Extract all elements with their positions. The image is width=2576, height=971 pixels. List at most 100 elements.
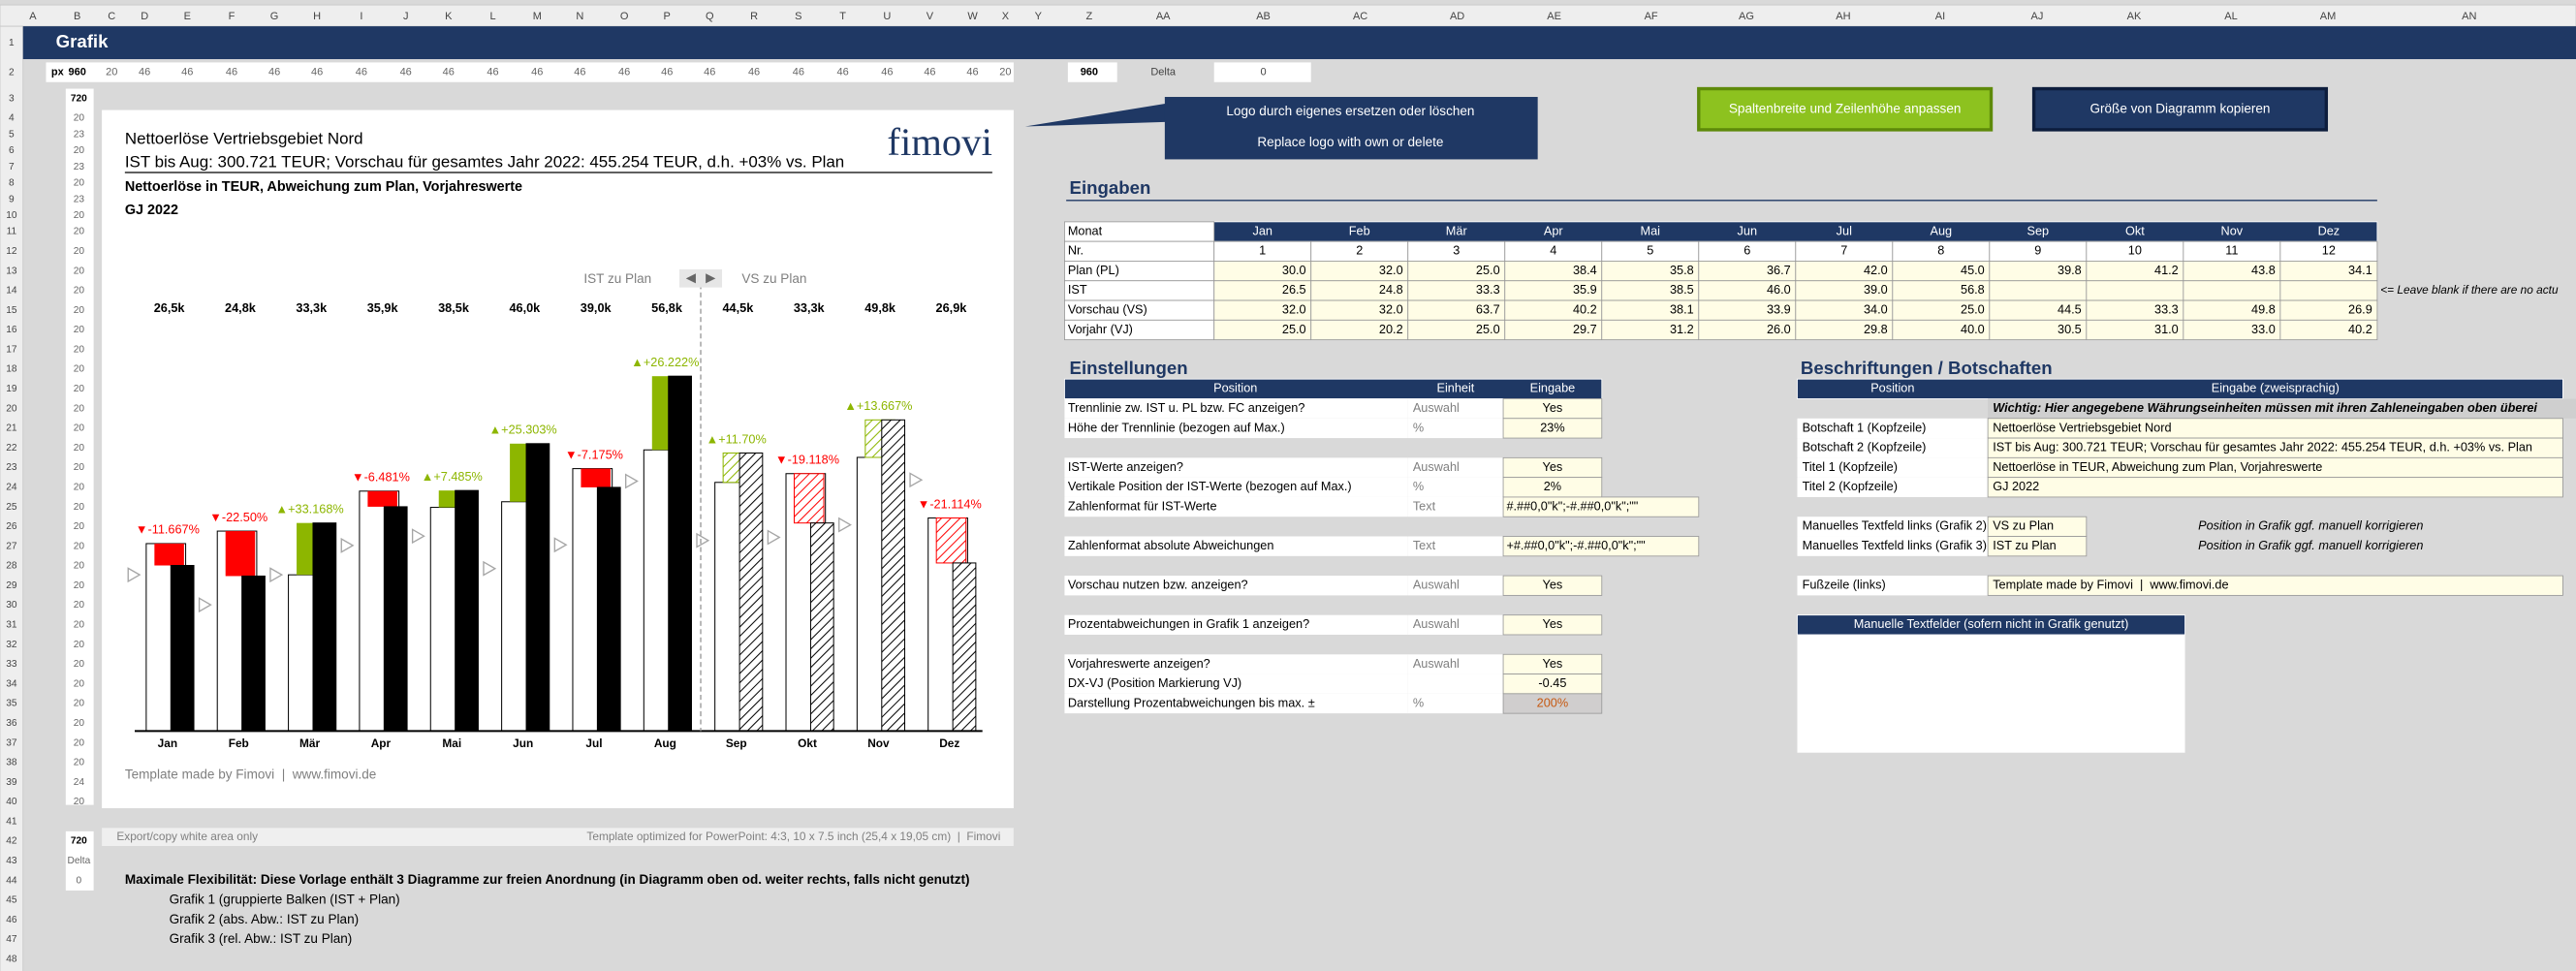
x-tick-label: Nov bbox=[867, 736, 890, 750]
input-value: 34.0 bbox=[1864, 302, 1888, 317]
notes-item: Grafik 1 (gruppierte Balken (IST + Plan) bbox=[170, 892, 400, 906]
prior-year-marker bbox=[909, 472, 924, 488]
input-value: 4 bbox=[1550, 243, 1556, 258]
row-header: 2 bbox=[9, 67, 15, 78]
row-header: 40 bbox=[6, 797, 17, 807]
position-cell bbox=[1064, 477, 1408, 497]
input-value: 36.7 bbox=[1767, 263, 1791, 277]
label-text: IST zu Plan bbox=[1993, 538, 2056, 552]
column-header: AK bbox=[2127, 11, 2142, 22]
column-header: AM bbox=[2320, 11, 2337, 22]
row-header: 36 bbox=[6, 718, 17, 729]
x-tick-label: Dez bbox=[939, 736, 959, 750]
position-cell bbox=[1064, 457, 1408, 478]
row-height: 20 bbox=[74, 443, 85, 454]
chart-title-2: Nettoerlöse in TEUR, Abweichung zum Plan… bbox=[125, 179, 522, 195]
x-tick-label: Jun bbox=[513, 736, 533, 750]
row-header: 19 bbox=[6, 384, 17, 394]
column-header: J bbox=[403, 11, 409, 22]
text-cell bbox=[1987, 536, 2088, 557]
input-value: 33.3 bbox=[1476, 282, 1500, 297]
actual-bar bbox=[170, 565, 195, 732]
deviation-bar bbox=[154, 543, 184, 566]
row-height: 20 bbox=[74, 758, 85, 768]
unit-cell bbox=[1407, 654, 1504, 674]
input-cell bbox=[2279, 319, 2378, 341]
value-label: 33,3k bbox=[296, 300, 328, 315]
row-header: 29 bbox=[6, 580, 17, 591]
column-header: AC bbox=[1353, 11, 1367, 22]
input-value: 40.2 bbox=[2348, 322, 2372, 336]
actual-bar bbox=[668, 375, 692, 732]
row-header: 22 bbox=[6, 443, 17, 454]
value-cell bbox=[1502, 614, 1603, 636]
input-value: 38.4 bbox=[1573, 263, 1597, 277]
label-hint: Position in Grafik ggf. manuell korrigie… bbox=[2198, 518, 2423, 533]
input-value: 42.0 bbox=[1864, 263, 1888, 277]
row-height: 20 bbox=[74, 797, 85, 807]
label-text: Template made by Fimovi | www.fimovi.de bbox=[1993, 578, 2228, 592]
row-header: 32 bbox=[6, 640, 17, 650]
button[interactable] bbox=[1697, 86, 1994, 132]
column-header: C bbox=[108, 11, 115, 22]
value-label: 26,9k bbox=[936, 300, 968, 315]
setting-value: +#.##0,0"k";-#.##0,0"k";"" bbox=[1506, 538, 1645, 552]
row-height: 20 bbox=[74, 210, 85, 221]
row-height: 720 bbox=[71, 836, 87, 847]
input-value: 24.8 bbox=[1379, 282, 1403, 297]
input-value: 63.7 bbox=[1476, 302, 1500, 317]
input-value: 2 bbox=[1356, 243, 1363, 258]
row-height: 20 bbox=[74, 145, 85, 156]
input-value: 39.8 bbox=[2058, 263, 2082, 277]
input-value: 31.0 bbox=[2154, 322, 2179, 336]
input-value: 12 bbox=[2322, 243, 2336, 258]
label-text: Nettoerlöse Vertriebsgebiet Nord bbox=[1993, 420, 2171, 434]
position-cell bbox=[1797, 418, 1989, 439]
column-label: Mär bbox=[1446, 223, 1468, 237]
column-label: Dez bbox=[2318, 223, 2340, 237]
value-cell bbox=[1502, 418, 1603, 439]
row-height: 20 bbox=[74, 502, 85, 513]
row-height: 20 bbox=[74, 462, 85, 473]
col-b-strip bbox=[65, 88, 94, 805]
position-cell bbox=[1064, 614, 1408, 635]
column-header: F bbox=[229, 11, 236, 22]
button[interactable] bbox=[2031, 86, 2329, 132]
row-header: 27 bbox=[6, 541, 17, 551]
row-height: 23 bbox=[74, 162, 85, 172]
input-value: 30.5 bbox=[2058, 322, 2082, 336]
deviation-bar bbox=[225, 531, 256, 577]
input-cell bbox=[2086, 280, 2184, 301]
value-cell bbox=[1502, 575, 1603, 596]
column-width: 46 bbox=[836, 66, 848, 78]
row-height: Delta bbox=[68, 856, 91, 866]
unit-cell bbox=[1407, 693, 1504, 714]
input-cell bbox=[2279, 280, 2378, 301]
row-header: 11 bbox=[7, 227, 17, 237]
export-note: Export/copy white area only bbox=[116, 830, 258, 843]
button-label[interactable]: Spaltenbreite und Zeilenhöhe anpassen bbox=[1729, 101, 1962, 115]
unit-cell bbox=[1407, 614, 1504, 635]
setting-value: 2% bbox=[1544, 479, 1561, 493]
row-label: Nr. bbox=[1068, 243, 1084, 258]
row-height: 20 bbox=[74, 423, 85, 434]
setting-value: 23% bbox=[1540, 420, 1564, 434]
prior-year-marker bbox=[198, 597, 212, 613]
segment-label: VS zu Plan bbox=[741, 271, 806, 286]
column-header: AE bbox=[1547, 11, 1561, 22]
column-header: U bbox=[883, 11, 891, 22]
actual-bar bbox=[383, 506, 408, 732]
row-header: 42 bbox=[6, 836, 17, 847]
column-header: AJ bbox=[2031, 11, 2044, 22]
column-header: AI bbox=[1935, 11, 1945, 22]
input-value: 29.8 bbox=[1864, 322, 1888, 336]
setting-value: Yes bbox=[1543, 578, 1563, 592]
setting-unit: % bbox=[1413, 695, 1424, 709]
button-label[interactable]: Größe von Diagramm kopieren bbox=[2089, 101, 2270, 115]
deviation-label: ▼-21.114% bbox=[918, 496, 982, 511]
callout-text: Replace logo with own or delete bbox=[1257, 135, 1443, 149]
column-header-bar bbox=[0, 4, 2576, 27]
value-label: 33,3k bbox=[794, 300, 826, 315]
deviation-bar bbox=[581, 468, 611, 487]
text-cell bbox=[1987, 575, 2563, 596]
